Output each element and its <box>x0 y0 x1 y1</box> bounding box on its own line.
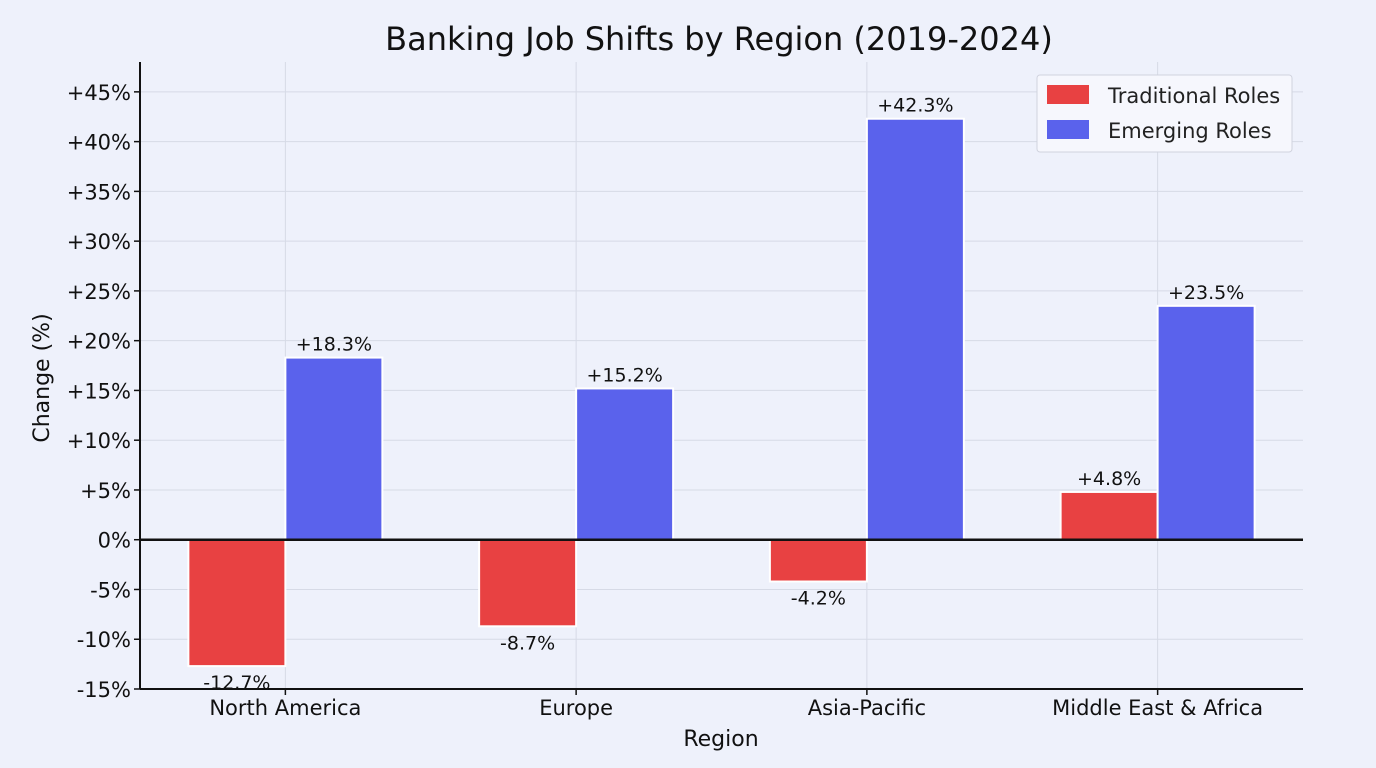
legend-swatch-traditional-roles <box>1047 85 1089 104</box>
x-axis-label: Region <box>683 727 758 752</box>
bar-traditional-roles-asia-pacific <box>768 538 868 583</box>
x-tick-label-europe: Europe <box>539 696 613 720</box>
y-tick-label: -5% <box>90 578 131 602</box>
value-label-traditional-roles-north-america: -12.7% <box>203 672 270 694</box>
legend-label-traditional-roles: Traditional Roles <box>1107 84 1280 108</box>
bar-emerging-roles-north-america <box>284 356 384 541</box>
y-tick-label: +25% <box>67 280 131 304</box>
y-tick-label: +35% <box>67 180 131 204</box>
y-tick-label: +10% <box>67 429 131 453</box>
y-tick-label: +20% <box>67 330 131 354</box>
value-label-traditional-roles-europe: -8.7% <box>500 632 555 654</box>
bar-emerging-roles-asia-pacific <box>865 117 965 541</box>
x-tick-label-north-america: North America <box>209 696 361 720</box>
value-label-traditional-roles-asia-pacific: -4.2% <box>791 588 846 610</box>
x-tick-label-asia-pacific: Asia-Pacific <box>808 696 926 720</box>
y-tick-label: +5% <box>80 479 131 503</box>
axes <box>134 62 1303 695</box>
legend-label-emerging-roles: Emerging Roles <box>1108 119 1272 143</box>
y-axis-label: Change (%) <box>30 313 55 442</box>
bar-traditional-roles-middle-east-and-africa <box>1059 490 1159 541</box>
value-label-emerging-roles-asia-pacific: +42.3% <box>877 95 953 117</box>
value-label-emerging-roles-middle-east-and-africa: +23.5% <box>1168 282 1244 304</box>
bar-traditional-roles-europe <box>478 538 578 628</box>
y-tick-label: +40% <box>67 131 131 155</box>
legend-swatch-emerging-roles <box>1047 120 1089 139</box>
tick-labels: -15% -10% -5% 0% +5% +10% +15% +20% +25% +30% +35%… <box>67 81 1263 720</box>
bar-emerging-roles-europe <box>575 387 675 541</box>
value-label-emerging-roles-europe: +15.2% <box>586 364 662 386</box>
y-tick-label: -10% <box>77 628 131 652</box>
legend: Traditional Roles Emerging Roles <box>1036 74 1293 153</box>
y-tick-label: +45% <box>67 81 131 105</box>
value-label-emerging-roles-north-america: +18.3% <box>296 334 372 356</box>
bar-traditional-roles-north-america <box>187 538 287 668</box>
legend-box <box>1036 74 1293 153</box>
y-tick-label: +30% <box>67 230 131 254</box>
chart-title: Banking Job Shifts by Region (2019-2024) <box>385 20 1053 58</box>
bar-emerging-roles-middle-east-and-africa <box>1156 304 1256 541</box>
x-tick-label-middle-east-and-africa: Middle East & Africa <box>1052 696 1263 720</box>
y-tick-label: +15% <box>67 379 131 403</box>
y-tick-label: 0% <box>98 529 131 553</box>
value-labels: -12.7% -8.7% -4.2% +4.8% +18.3% +15.2% +42.3% +… <box>203 95 1244 694</box>
y-tick-label: -15% <box>77 678 131 702</box>
value-label-traditional-roles-middle-east-and-africa: +4.8% <box>1077 468 1141 490</box>
